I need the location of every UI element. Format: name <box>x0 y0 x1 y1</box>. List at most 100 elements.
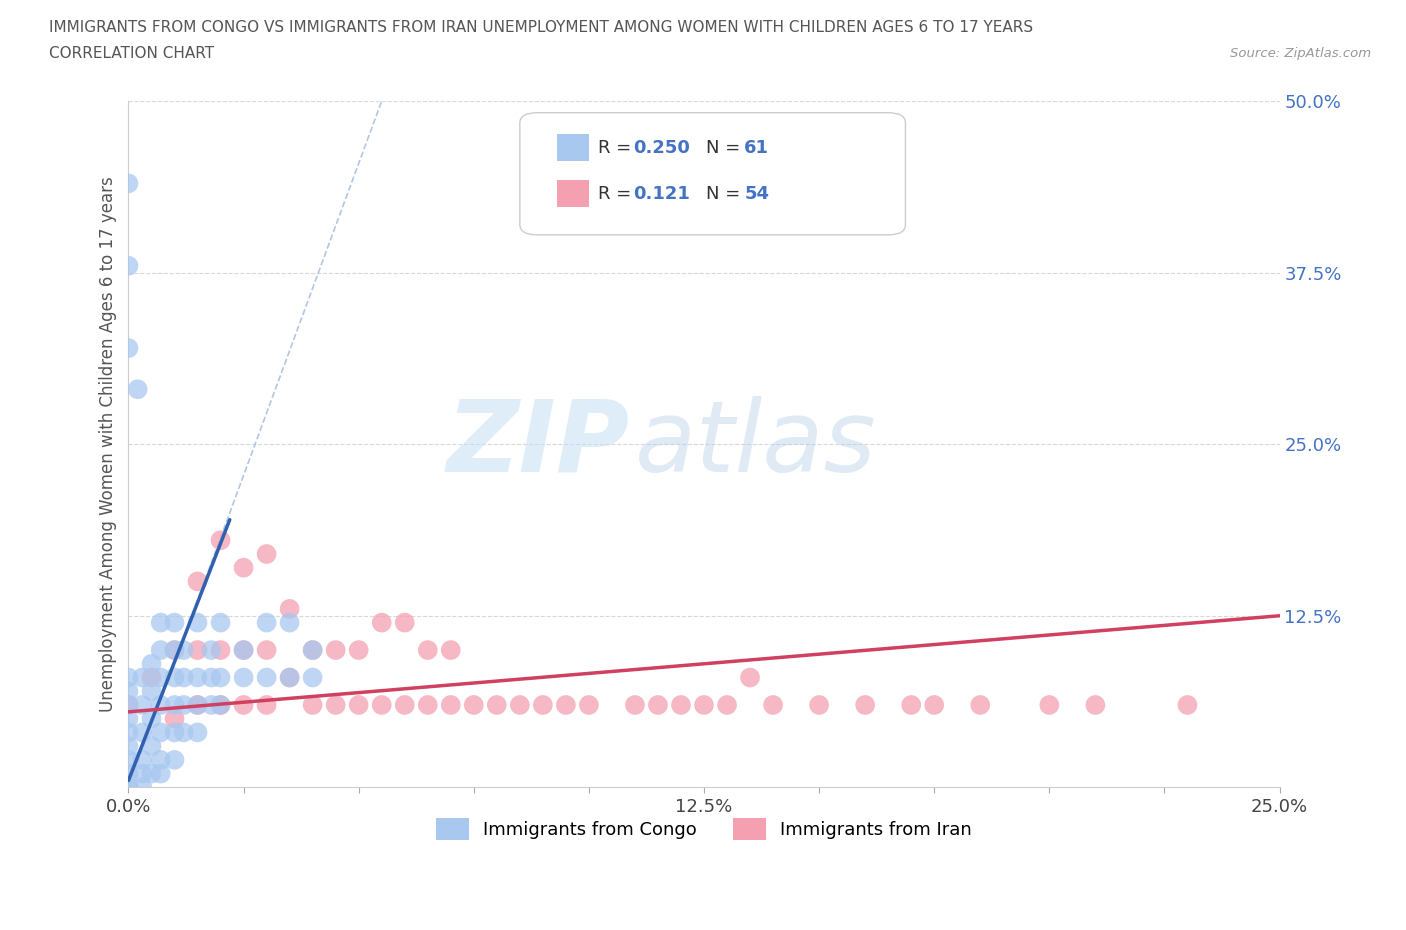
Point <box>149 752 172 767</box>
Point <box>716 698 738 712</box>
Point <box>117 711 139 726</box>
Point <box>232 643 254 658</box>
Point <box>278 602 301 617</box>
Point <box>531 698 554 712</box>
Text: CORRELATION CHART: CORRELATION CHART <box>49 46 214 61</box>
Point <box>463 698 485 712</box>
Point <box>256 615 278 630</box>
Point <box>149 643 172 658</box>
Point <box>141 738 163 753</box>
Point <box>117 725 139 740</box>
Point <box>232 671 254 685</box>
Point <box>209 533 232 548</box>
Point <box>853 698 876 712</box>
FancyBboxPatch shape <box>520 113 905 235</box>
Point <box>163 711 186 726</box>
Point <box>762 698 785 712</box>
Point <box>141 657 163 671</box>
Point <box>325 643 347 658</box>
Point <box>440 643 463 658</box>
Point <box>969 698 991 712</box>
Point <box>117 340 139 355</box>
Point <box>209 643 232 658</box>
Point <box>117 738 139 753</box>
Point <box>416 643 439 658</box>
Point <box>163 752 186 767</box>
Point <box>117 671 139 685</box>
Point <box>117 259 139 273</box>
Point <box>440 698 463 712</box>
Text: R =: R = <box>598 139 637 157</box>
Point <box>256 643 278 658</box>
Point <box>127 382 149 397</box>
Point <box>186 615 208 630</box>
Point <box>173 725 195 740</box>
Point <box>922 698 945 712</box>
Point <box>1084 698 1107 712</box>
Point <box>149 725 172 740</box>
Point <box>301 698 323 712</box>
Point <box>693 698 716 712</box>
Point <box>186 725 208 740</box>
Point <box>256 698 278 712</box>
Point <box>117 780 139 795</box>
Point <box>173 643 195 658</box>
Point <box>200 671 222 685</box>
Point <box>209 615 232 630</box>
Point <box>209 698 232 712</box>
Point <box>117 176 139 191</box>
Text: 0.250: 0.250 <box>633 139 689 157</box>
Point <box>624 698 647 712</box>
Text: N =: N = <box>706 139 747 157</box>
Point <box>117 698 139 712</box>
Point <box>278 615 301 630</box>
Point <box>301 643 323 658</box>
Point <box>256 547 278 562</box>
Text: R =: R = <box>598 185 637 203</box>
Point <box>394 698 416 712</box>
Point <box>149 671 172 685</box>
Point <box>117 780 139 795</box>
Point <box>186 671 208 685</box>
Point <box>301 671 323 685</box>
Point <box>186 698 208 712</box>
Point <box>141 684 163 698</box>
Point <box>141 671 163 685</box>
Point <box>163 698 186 712</box>
Point <box>131 752 153 767</box>
Point <box>738 671 761 685</box>
Point <box>173 671 195 685</box>
Point <box>808 698 831 712</box>
Text: IMMIGRANTS FROM CONGO VS IMMIGRANTS FROM IRAN UNEMPLOYMENT AMONG WOMEN WITH CHIL: IMMIGRANTS FROM CONGO VS IMMIGRANTS FROM… <box>49 20 1033 35</box>
Text: ZIP: ZIP <box>446 395 630 493</box>
Point <box>347 643 370 658</box>
Point <box>163 643 186 658</box>
Point <box>117 684 139 698</box>
Point <box>131 780 153 795</box>
Point <box>278 671 301 685</box>
Point <box>141 766 163 781</box>
Point <box>370 698 392 712</box>
Legend: Immigrants from Congo, Immigrants from Iran: Immigrants from Congo, Immigrants from I… <box>429 810 979 847</box>
Point <box>149 766 172 781</box>
Point <box>1038 698 1060 712</box>
Point <box>232 560 254 575</box>
Point <box>325 698 347 712</box>
Point <box>141 711 163 726</box>
Point <box>131 671 153 685</box>
Point <box>163 643 186 658</box>
Point <box>900 698 922 712</box>
Point <box>117 698 139 712</box>
Point <box>232 643 254 658</box>
Point <box>163 725 186 740</box>
Point <box>200 698 222 712</box>
Point <box>163 671 186 685</box>
Point <box>173 698 195 712</box>
Point <box>131 725 153 740</box>
Point <box>200 643 222 658</box>
Point <box>669 698 692 712</box>
Point <box>647 698 669 712</box>
Point <box>186 643 208 658</box>
Text: N =: N = <box>706 185 747 203</box>
Text: Source: ZipAtlas.com: Source: ZipAtlas.com <box>1230 46 1371 60</box>
